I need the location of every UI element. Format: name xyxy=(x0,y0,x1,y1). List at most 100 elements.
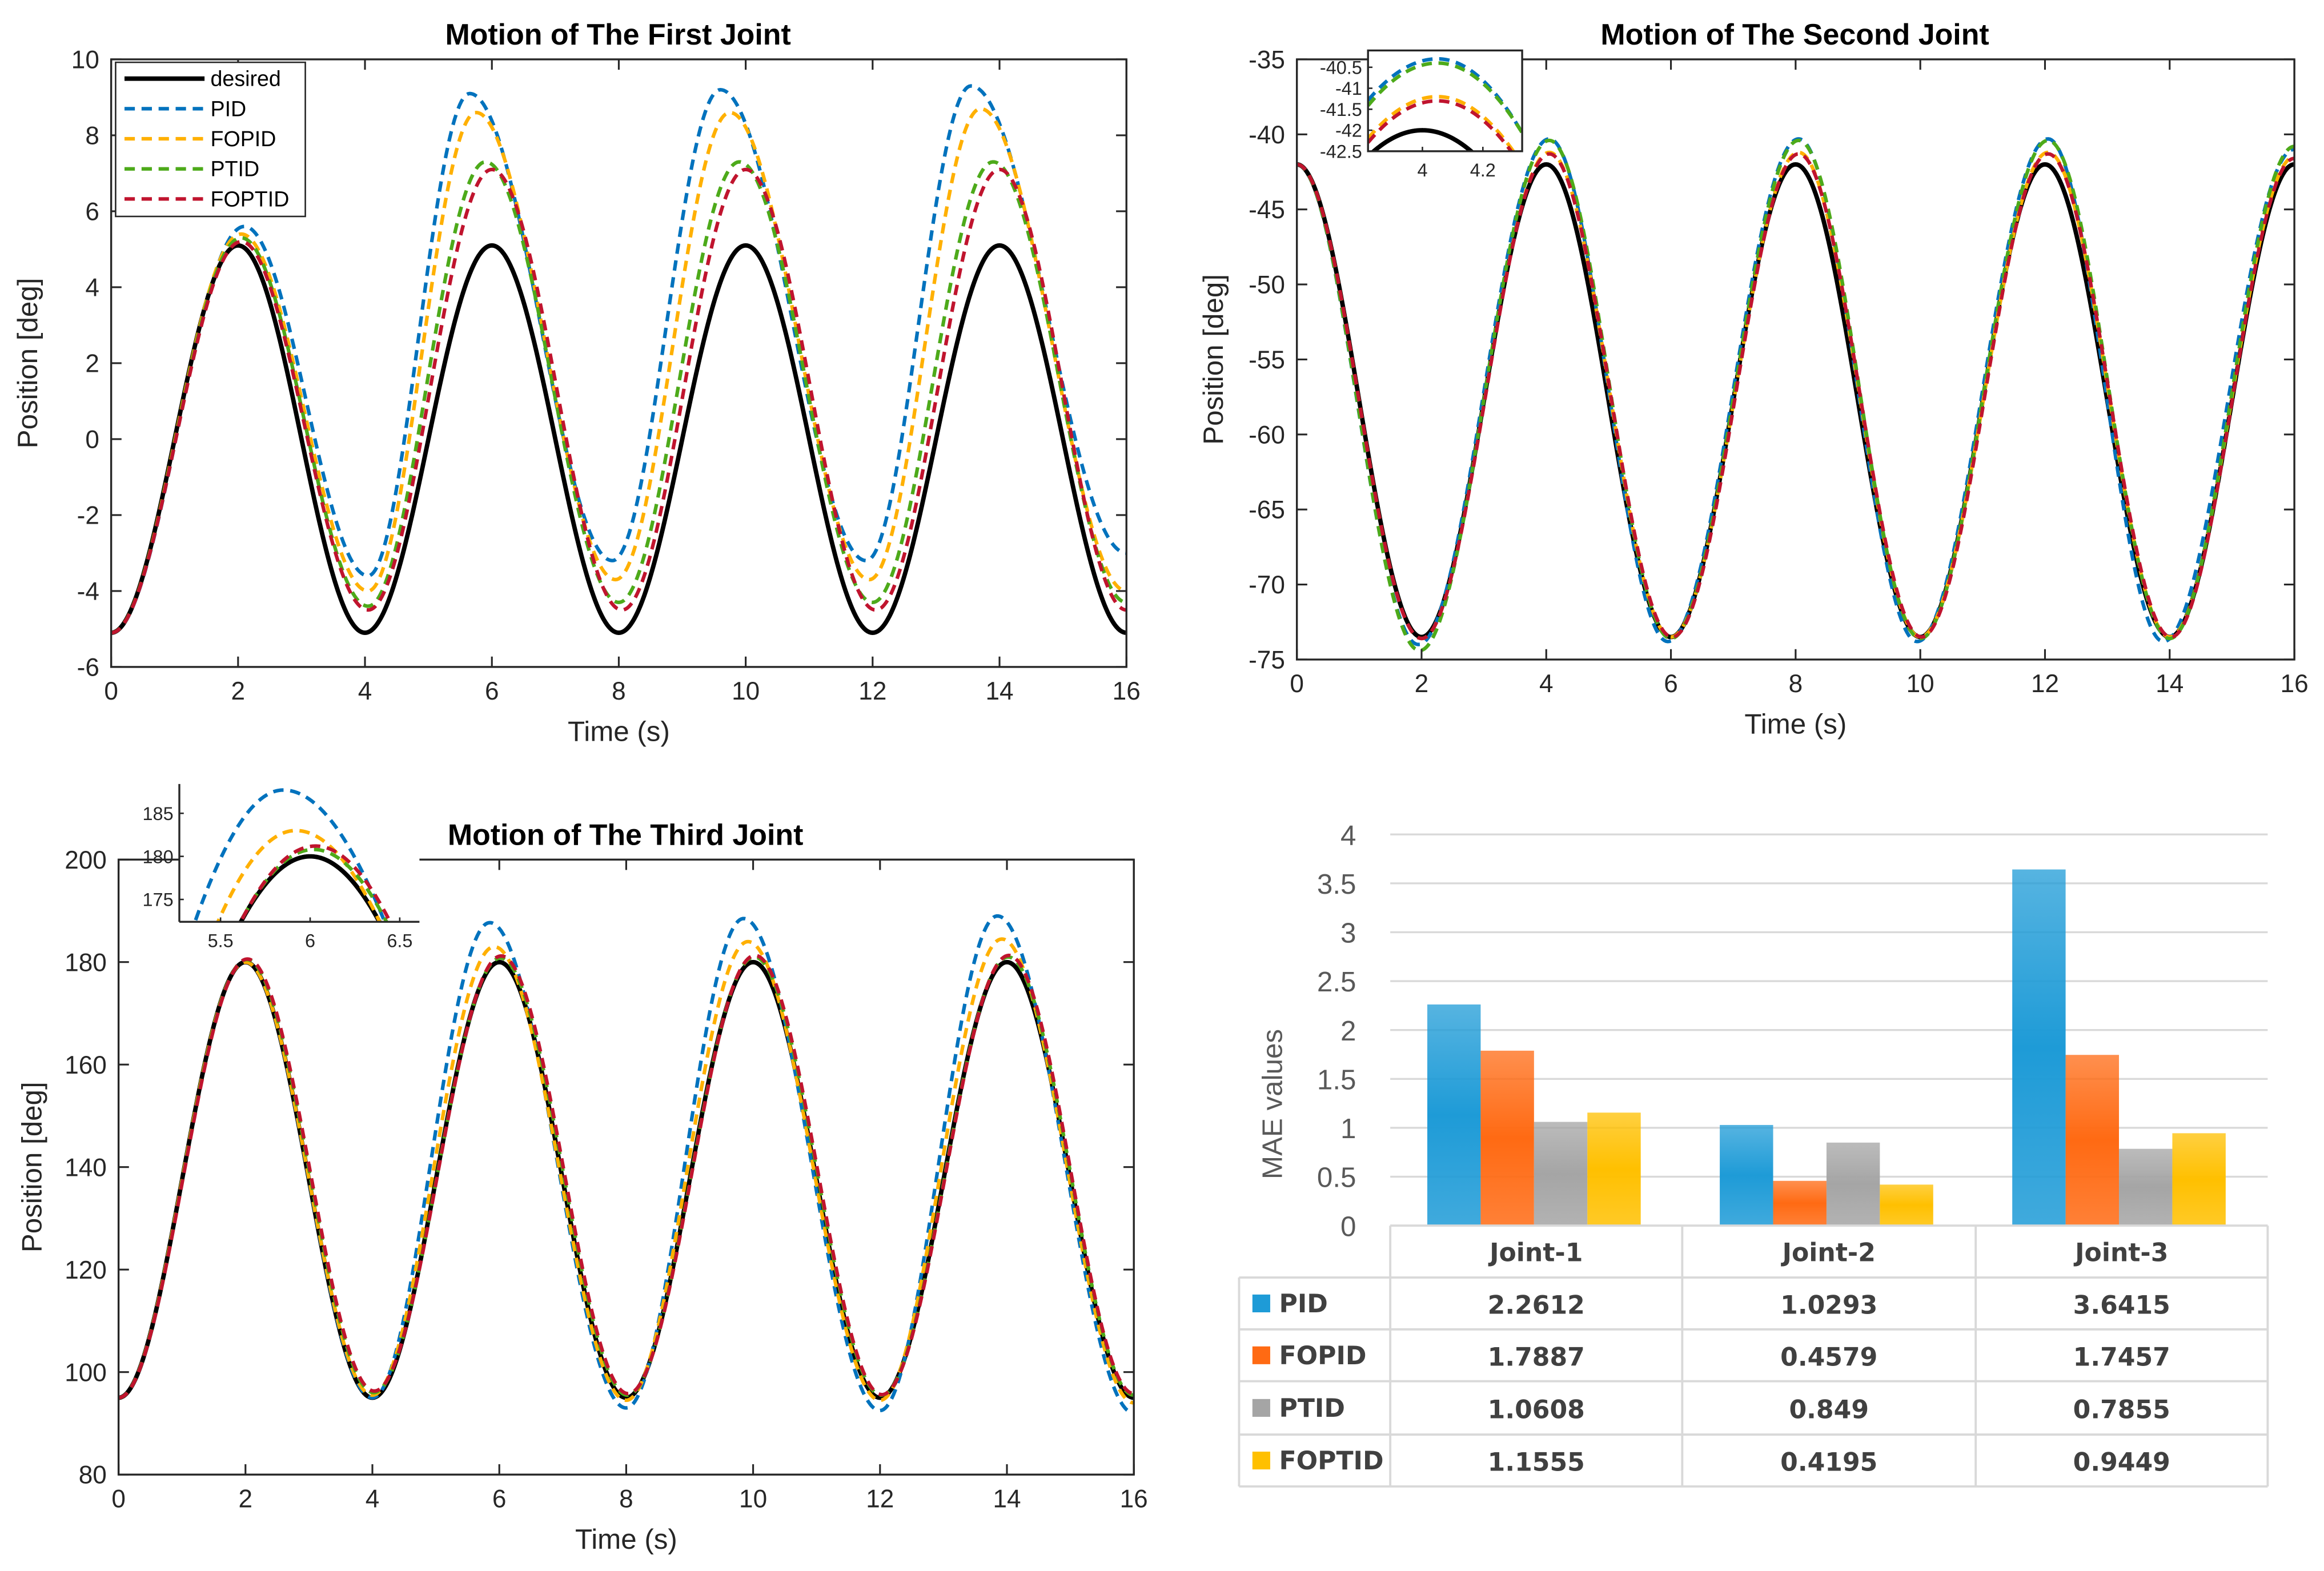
table-cell-value: 0.4579 xyxy=(1780,1343,1877,1372)
y-tick-label: -4 xyxy=(77,577,99,605)
table-header-joint-1: Joint-1 xyxy=(1488,1239,1583,1268)
bar-ptid-joint-3 xyxy=(2119,1148,2173,1226)
x-tick-label: 8 xyxy=(619,1485,633,1513)
y-tick-label: 100 xyxy=(65,1359,107,1387)
table-cell-value: 3.6415 xyxy=(2073,1291,2170,1320)
chart-title: Motion of The Second Joint xyxy=(1600,18,1989,51)
series-line-pid xyxy=(1368,57,1523,134)
x-axis-label: Time (s) xyxy=(575,1524,677,1555)
series-line-desired xyxy=(111,243,1127,635)
x-tick-label: 10 xyxy=(739,1485,767,1513)
series-line-ptid xyxy=(1297,138,2295,653)
series-line-ptid xyxy=(118,955,1134,1400)
legend-label-foptid: FOPTID xyxy=(210,187,289,211)
y-tick-label: 1 xyxy=(1340,1113,1356,1144)
y-tick-label: -2 xyxy=(77,501,99,529)
series-line-pid xyxy=(1297,137,2295,646)
inset-y-tick-label: -42.5 xyxy=(1320,142,1362,162)
legend-label-desired: desired xyxy=(210,67,280,91)
series-line-desired xyxy=(1370,128,1475,151)
bar-pid-joint-3 xyxy=(2012,869,2066,1226)
x-tick-label: 4 xyxy=(366,1485,380,1513)
series-group xyxy=(118,914,1134,1415)
table-header-joint-2: Joint-2 xyxy=(1781,1239,1876,1268)
y-tick-label: 4 xyxy=(1340,819,1356,851)
table-cell-value: 1.1555 xyxy=(1488,1448,1585,1477)
table-cell-value: 1.7887 xyxy=(1488,1343,1585,1372)
line-chart-1: 0 2 4 6 8 10 12 14 16 -6 -4 -2 0 2 4 6 8 10 Motion of The … xyxy=(12,18,1141,748)
y-tick-label: 3.5 xyxy=(1317,869,1356,900)
line-chart-3: 0 2 4 6 8 10 12 14 16 80 100 120 140 160 180 200 Motion … xyxy=(17,784,1148,1555)
x-tick-label: 0 xyxy=(111,1485,126,1513)
inset-y-tick-label: -40.5 xyxy=(1320,57,1362,78)
inset-y-tick-label: 175 xyxy=(143,890,174,910)
bar-foptid-joint-2 xyxy=(1880,1184,1933,1226)
table-cell-value: 1.0293 xyxy=(1780,1291,1877,1320)
y-tick-label: -6 xyxy=(77,653,99,681)
y-tick-label: -40 xyxy=(1249,121,1285,149)
x-tick-label: 14 xyxy=(993,1485,1021,1513)
x-tick-label: 8 xyxy=(612,677,626,705)
series-line-pid xyxy=(111,84,1127,635)
series-line-foptid xyxy=(1368,99,1514,151)
inset-box xyxy=(1367,49,1523,152)
series-line-desired xyxy=(1297,162,2295,640)
x-tick-label: 4 xyxy=(1539,670,1554,698)
chart-title: Motion of The Third Joint xyxy=(448,818,804,851)
x-axis-label: Time (s) xyxy=(568,716,670,748)
axes-box xyxy=(117,858,1135,1476)
x-tick-label: 10 xyxy=(1906,670,1934,698)
y-axis-label: Position [deg] xyxy=(17,1082,48,1252)
x-tick-label: 14 xyxy=(2156,670,2183,698)
y-tick-label: 80 xyxy=(79,1461,107,1489)
y-tick-label: -35 xyxy=(1249,46,1285,74)
y-axis-label: Position [deg] xyxy=(12,278,43,449)
bar-pid-joint-2 xyxy=(1720,1124,1773,1226)
table-cell-value: 0.9449 xyxy=(2073,1448,2170,1477)
inset-x-tick-label: 4 xyxy=(1417,160,1427,180)
x-tick-label: 10 xyxy=(732,677,760,705)
y-tick-label: 160 xyxy=(65,1051,107,1079)
table-row-label-pid: PID xyxy=(1279,1289,1328,1319)
y-tick-label: -45 xyxy=(1249,196,1285,224)
y-tick-label: 180 xyxy=(65,949,107,977)
x-tick-label: 6 xyxy=(1664,670,1678,698)
x-tick-label: 0 xyxy=(104,677,118,705)
x-tick-label: 14 xyxy=(985,677,1013,705)
inset-zoom-plot: 5.5 6 6.5 175 180 185 xyxy=(143,784,420,951)
series-line-fopid xyxy=(1368,95,1516,151)
y-tick-label: 0 xyxy=(1340,1211,1356,1242)
series-line-desired xyxy=(118,959,1134,1400)
y-tick-label: 3 xyxy=(1340,918,1356,949)
table-cell-value: 0.7855 xyxy=(2073,1396,2170,1425)
y-tick-label: 10 xyxy=(71,46,99,74)
bar-ptid-joint-2 xyxy=(1826,1142,1880,1226)
line-chart-2: 0 2 4 6 8 10 12 14 16 -75 -70 -65 -60 -55 -50 -45 -40 -35… xyxy=(1198,18,2309,740)
series-line-ptid xyxy=(1368,61,1523,134)
inset-x-tick-label: 6 xyxy=(305,930,315,951)
x-axis-label: Time (s) xyxy=(1744,709,1847,740)
y-tick-label: -60 xyxy=(1249,421,1285,449)
y-tick-label: 2 xyxy=(85,349,99,377)
y-tick-label: 2 xyxy=(1340,1015,1356,1047)
x-tick-label: 12 xyxy=(2031,670,2059,698)
x-tick-label: 4 xyxy=(358,677,372,705)
bar-foptid-joint-1 xyxy=(1587,1112,1641,1226)
legend: desired PID FOPID PTID FOPTID xyxy=(115,61,306,218)
table-cell-value: 1.7457 xyxy=(2073,1343,2170,1372)
y-axis-label: Position [deg] xyxy=(1198,274,1229,445)
series-line-pid xyxy=(193,788,387,922)
inset-y-tick-label: -41 xyxy=(1335,78,1362,99)
table-row-label-fopid: FOPID xyxy=(1279,1341,1367,1371)
series-line-foptid xyxy=(1297,152,2295,641)
series-group xyxy=(111,84,1127,635)
table-cell-value: 1.0608 xyxy=(1488,1396,1585,1425)
y-tick-label: -55 xyxy=(1249,346,1285,374)
data-table: Joint-1 Joint-2 Joint-3 PID 2.2612 1.0293 3.64… xyxy=(1238,1224,2269,1488)
inset-y-tick-label: 185 xyxy=(143,803,174,824)
legend-label-fopid: FOPID xyxy=(210,127,276,151)
x-tick-label: 16 xyxy=(1120,1485,1148,1513)
bar-foptid-joint-3 xyxy=(2172,1133,2226,1226)
table-cell-value: 0.849 xyxy=(1789,1396,1869,1425)
